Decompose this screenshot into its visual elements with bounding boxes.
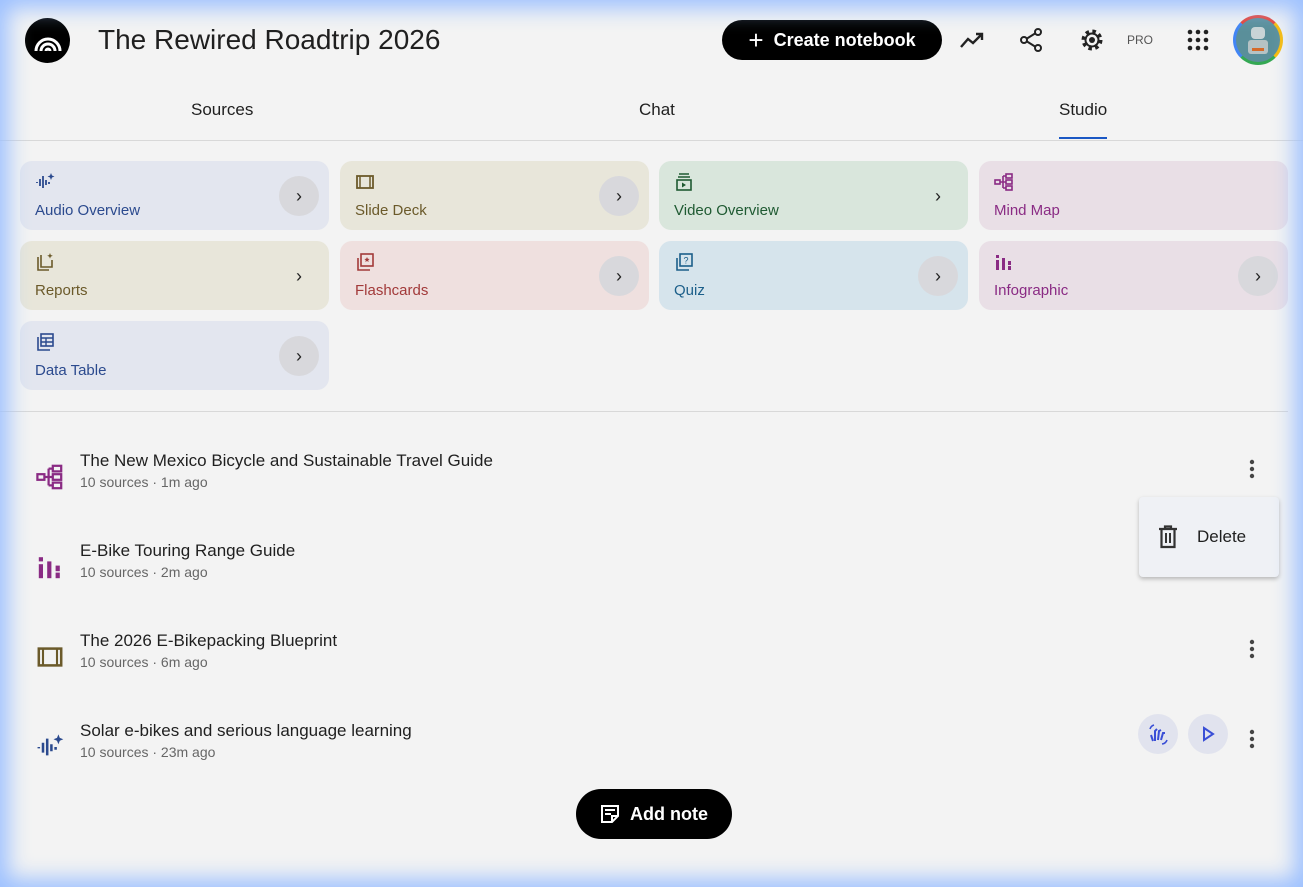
infographic-icon: [36, 553, 64, 581]
output-meta: 10 sources · 1m ago: [80, 474, 208, 490]
plus-icon: +: [748, 24, 764, 55]
output-title: The 2026 E-Bikepacking Blueprint: [80, 631, 338, 650]
output-title: E-Bike Touring Range Guide: [80, 541, 296, 560]
quiz-icon: ?: [674, 252, 694, 272]
studio-card-slide-deck[interactable]: Slide Deck ›: [340, 161, 649, 230]
context-menu: Delete: [1139, 497, 1279, 577]
studio-card-label: Reports: [35, 282, 88, 299]
add-note-button[interactable]: Add note: [576, 789, 732, 839]
studio-card-data-table[interactable]: Data Table ›: [20, 321, 329, 390]
studio-card-infographic[interactable]: Infographic ›: [979, 241, 1288, 310]
chevron-right-icon[interactable]: ›: [599, 176, 639, 216]
output-meta: 10 sources · 6m ago: [80, 654, 208, 670]
divider: [0, 411, 1288, 412]
play-button[interactable]: [1188, 714, 1228, 754]
studio-output-item[interactable]: E-Bike Touring Range Guide 10 sources · 2…: [0, 541, 1290, 601]
share-icon[interactable]: [1017, 26, 1045, 54]
chevron-right-icon[interactable]: ›: [279, 336, 319, 376]
tab-studio[interactable]: Studio: [1059, 100, 1108, 139]
audio-sparkle-icon: [36, 733, 64, 761]
svg-text:?: ?: [683, 256, 688, 266]
output-title: Solar e-bikes and serious language learn…: [80, 721, 412, 740]
chevron-right-icon[interactable]: ›: [935, 185, 941, 206]
chevron-right-icon[interactable]: ›: [1238, 256, 1278, 296]
note-icon: [601, 805, 619, 823]
studio-card-mind-map[interactable]: Mind Map: [979, 161, 1288, 230]
data-table-icon: [35, 332, 55, 352]
flashcards-icon: [355, 252, 375, 272]
studio-card-label: Mind Map: [994, 202, 1060, 219]
analytics-icon[interactable]: [958, 26, 986, 54]
studio-card-label: Data Table: [35, 362, 107, 379]
notebooklm-logo[interactable]: [25, 18, 70, 63]
add-note-label: Add note: [630, 803, 708, 824]
header: The Rewired Roadtrip 2026 + Create notebo…: [0, 0, 1303, 80]
more-vert-icon[interactable]: [1240, 727, 1264, 751]
wave-hand-icon: [1149, 724, 1168, 745]
chevron-right-icon[interactable]: ›: [918, 256, 958, 296]
studio-card-video-overview[interactable]: Video Overview ›: [659, 161, 968, 230]
reports-icon: [35, 252, 55, 272]
tab-sources[interactable]: Sources: [191, 100, 254, 119]
more-vert-icon[interactable]: [1240, 637, 1264, 661]
slides-icon: [36, 643, 64, 671]
video-icon: [674, 172, 694, 192]
tab-bar: Sources Chat Studio: [0, 80, 1303, 141]
output-meta: 10 sources · 23m ago: [80, 744, 216, 760]
studio-card-label: Quiz: [674, 282, 705, 299]
trash-icon: [1159, 525, 1177, 549]
play-icon: [1203, 726, 1215, 742]
more-vert-icon[interactable]: [1240, 457, 1264, 481]
interactive-mode-button[interactable]: [1138, 714, 1178, 754]
tab-chat[interactable]: Chat: [639, 100, 675, 119]
studio-card-label: Audio Overview: [35, 202, 141, 219]
studio-card-label: Slide Deck: [355, 202, 427, 219]
create-notebook-label: Create notebook: [773, 29, 916, 50]
pro-badge: PRO: [1127, 33, 1154, 47]
mind-map-icon: [36, 463, 64, 491]
avatar[interactable]: [1233, 15, 1283, 65]
studio-card-label: Infographic: [994, 282, 1069, 299]
output-meta: 10 sources · 2m ago: [80, 564, 208, 580]
studio-card-audio-overview[interactable]: Audio Overview ›: [20, 161, 329, 230]
settings-icon[interactable]: [1078, 26, 1106, 54]
audio-sparkle-icon: [35, 172, 55, 192]
infographic-icon: [994, 252, 1014, 272]
mind-map-icon: [994, 172, 1014, 192]
slides-icon: [355, 172, 375, 192]
studio-card-label: Video Overview: [674, 202, 779, 219]
studio-card-quiz[interactable]: ? Quiz ›: [659, 241, 968, 310]
output-title: The New Mexico Bicycle and Sustainable T…: [80, 451, 493, 470]
studio-card-reports[interactable]: Reports ›: [20, 241, 329, 310]
chevron-right-icon[interactable]: ›: [599, 256, 639, 296]
studio-card-flashcards[interactable]: Flashcards ›: [340, 241, 649, 310]
studio-output-item[interactable]: Solar e-bikes and serious language learn…: [0, 714, 1290, 781]
studio-card-label: Flashcards: [355, 282, 429, 299]
chevron-right-icon[interactable]: ›: [296, 265, 302, 286]
apps-grid-icon[interactable]: [1184, 26, 1212, 54]
delete-menu-item[interactable]: Delete: [1197, 527, 1247, 546]
studio-output-item[interactable]: The New Mexico Bicycle and Sustainable T…: [0, 451, 1290, 511]
chevron-right-icon[interactable]: ›: [279, 176, 319, 216]
studio-output-item[interactable]: The 2026 E-Bikepacking Blueprint 10 sourc…: [0, 631, 1290, 691]
notebook-title[interactable]: The Rewired Roadtrip 2026: [98, 24, 441, 55]
create-notebook-button[interactable]: + Create notebook: [722, 20, 942, 60]
